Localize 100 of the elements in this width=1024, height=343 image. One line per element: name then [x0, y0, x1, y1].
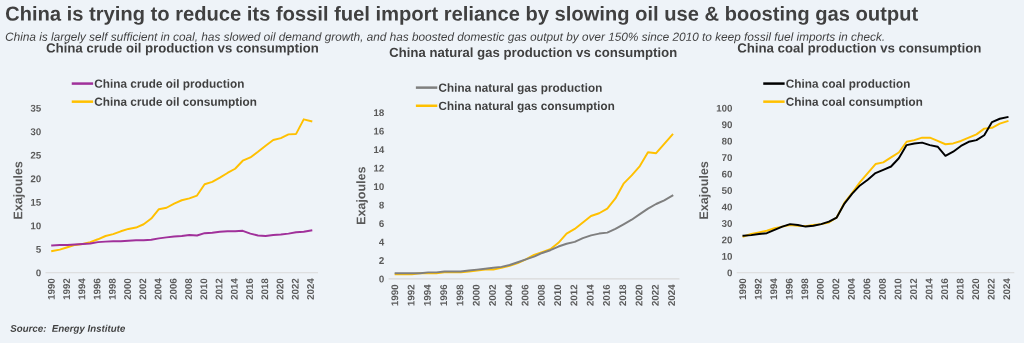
y-tick-label: 20	[30, 175, 41, 183]
x-tick-label: 1990	[391, 284, 399, 306]
legend-label: China coal consumption	[786, 97, 923, 109]
y-tick-label: 10	[374, 183, 384, 191]
x-tick-label: 2010	[200, 278, 208, 300]
y-axis-title: Exajoules	[13, 161, 25, 219]
x-tick-label: 2010	[894, 278, 902, 300]
x-tick-label: 2008	[879, 278, 886, 300]
chart-title: China coal production vs consumption	[737, 42, 981, 56]
y-tick-label: 80	[721, 137, 733, 145]
x-tick-label: 2022	[291, 278, 299, 300]
y-tick-label: 30	[721, 220, 733, 227]
y-axis-title: Exajoules	[356, 167, 368, 225]
x-tick-label: 2022	[651, 284, 659, 306]
legend-label: China crude oil consumption	[94, 97, 257, 109]
x-tick-label: 2008	[537, 284, 545, 306]
x-tick-label: 1994	[78, 278, 86, 300]
x-tick-label: 1990	[739, 278, 747, 300]
x-tick-label: 2020	[276, 278, 284, 300]
x-tick-label: 2014	[586, 284, 594, 306]
x-tick-label: 1998	[108, 278, 116, 300]
x-tick-label: 2012	[910, 278, 917, 300]
legend-label: China crude oil production	[94, 79, 244, 91]
legend-label: China coal production	[786, 79, 910, 91]
x-tick-label: 2016	[941, 278, 949, 300]
x-tick-label: 2004	[505, 284, 513, 306]
x-tick-label: 2006	[169, 278, 177, 300]
x-tick-label: 2006	[863, 278, 871, 300]
y-tick-label: 14	[374, 146, 385, 153]
x-tick-label: 2012	[215, 278, 223, 300]
x-tick-label: 2002	[139, 278, 147, 300]
x-tick-label: 1996	[440, 284, 448, 306]
x-tick-label: 2014	[230, 278, 238, 300]
y-tick-label: 4	[379, 238, 385, 246]
y-tick-label: 8	[379, 201, 384, 209]
line-series	[51, 229, 313, 247]
x-tick-label: 1998	[801, 278, 809, 300]
x-tick-label: 2016	[246, 278, 253, 300]
x-tick-label: 2024	[668, 284, 676, 306]
y-tick-label: 12	[374, 164, 384, 172]
line-series	[51, 118, 313, 253]
x-tick-label: 2018	[619, 284, 627, 306]
y-tick-label: 60	[721, 170, 733, 178]
y-tick-label: 2	[379, 257, 384, 264]
x-tick-label: 2022	[987, 278, 995, 300]
x-tick-label: 2020	[635, 284, 643, 306]
y-tick-label: 70	[722, 154, 733, 162]
y-tick-label: 0	[379, 275, 384, 283]
y-tick-label: 20	[721, 236, 733, 244]
x-tick-label: 2000	[124, 278, 132, 300]
x-tick-label: 2018	[956, 278, 964, 300]
text: China is trying to reduce its fossil fuel import reliance by slowing oil use & boosting gas output	[5, 6, 918, 25]
x-tick-label: 2024	[1003, 278, 1011, 300]
x-tick-label: 2000	[472, 284, 480, 306]
x-tick-label: 1990	[47, 278, 55, 300]
y-tick-label: 30	[30, 128, 41, 136]
x-tick-label: 2010	[554, 284, 562, 306]
line-series	[394, 133, 674, 276]
legend-label: China natural gas production	[438, 83, 602, 95]
x-tick-label: 1994	[770, 278, 778, 300]
x-tick-label: 2016	[603, 284, 610, 306]
x-tick-label: 2004	[154, 278, 162, 300]
x-tick-label: 1992	[754, 278, 762, 300]
y-axis-title: Exajoules	[698, 161, 711, 219]
x-tick-label: 2020	[972, 278, 980, 300]
y-tick-label: 0	[36, 269, 41, 277]
x-tick-label: 2008	[185, 278, 192, 300]
y-tick-label: 40	[721, 203, 733, 211]
x-tick-label: 2024	[307, 278, 314, 300]
x-tick-label: 1996	[93, 278, 101, 300]
y-tick-label: 35	[30, 104, 41, 112]
text: China is largely self sufficient in coal, has slowed oil demand growth, and has boosted domestic gas output by over 150% since 2010 to keep fossil fuel imports in check.	[5, 32, 884, 44]
chart-title: China natural gas production vs consumption	[389, 47, 677, 60]
y-tick-label: 16	[374, 127, 384, 135]
x-tick-label: 2002	[832, 278, 840, 300]
x-tick-label: 2002	[489, 284, 496, 306]
y-tick-label: 25	[30, 151, 41, 159]
y-tick-label: 15	[31, 198, 41, 206]
legend-label: China natural gas consumption	[438, 101, 615, 113]
x-tick-label: 2004	[847, 278, 855, 300]
x-tick-label: 2012	[570, 284, 578, 306]
y-tick-label: 50	[721, 187, 733, 194]
x-tick-label: 1996	[785, 278, 793, 300]
y-tick-label: 90	[721, 121, 733, 129]
x-tick-label: 2000	[816, 278, 824, 300]
x-tick-label: 1992	[63, 278, 71, 300]
x-tick-label: 1998	[456, 284, 464, 306]
y-tick-label: 5	[36, 246, 41, 253]
y-tick-label: 18	[374, 109, 384, 117]
line-series	[394, 194, 674, 275]
x-tick-label: 2014	[925, 278, 933, 300]
y-tick-label: 10	[722, 252, 733, 260]
x-tick-label: 2018	[261, 278, 269, 300]
y-tick-label: 0	[727, 269, 733, 277]
y-tick-label: 100	[716, 104, 733, 112]
chart-title: China crude oil production vs consumption	[46, 42, 318, 56]
x-tick-label: 1994	[423, 284, 431, 306]
x-tick-label: 2006	[521, 284, 529, 306]
x-tick-label: 1992	[407, 284, 415, 306]
source-note: Source: Energy Institute	[10, 324, 126, 334]
